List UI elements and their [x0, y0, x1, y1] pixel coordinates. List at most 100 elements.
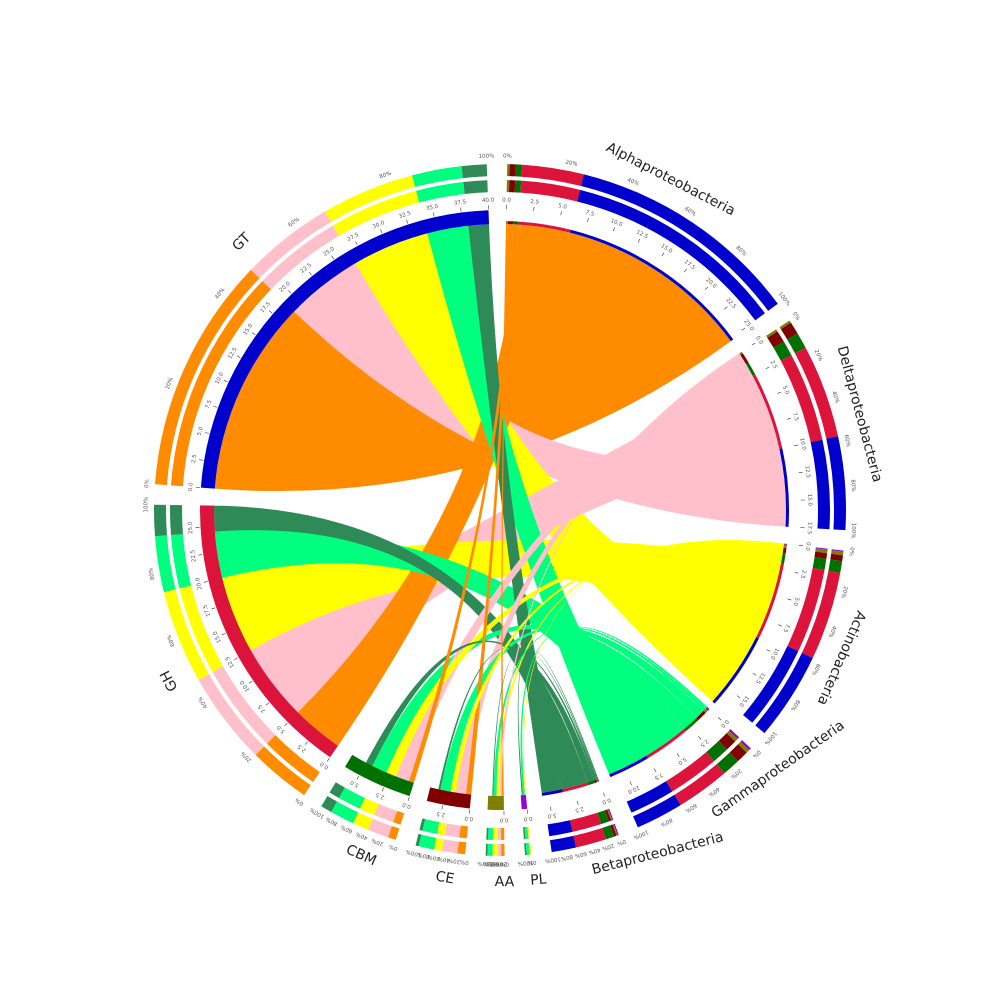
track1-pl-part3: [524, 826, 529, 840]
percent-tick-label: 40%: [198, 695, 210, 709]
percent-tick-label: 80%: [660, 816, 674, 827]
value-tick-label: 10.0: [215, 371, 226, 385]
value-tick: [381, 787, 384, 792]
ribbon-gh-actinobacteria: [222, 539, 782, 651]
value-tick: [308, 271, 312, 276]
percent-tick-label: 100%: [309, 806, 326, 819]
value-tick-label: 20.0: [195, 576, 204, 590]
value-tick: [380, 229, 383, 234]
value-tick: [284, 722, 288, 727]
track2-aa-part4: [485, 843, 488, 856]
value-tick-label: 10.0: [626, 784, 640, 795]
sector-stripe-actinobacteria-gt: [712, 637, 759, 704]
track2-gh-part3: [154, 535, 176, 593]
track2-pl-part4: [524, 843, 527, 856]
track1-gt-part3: [416, 182, 465, 203]
value-tick-label: 5.0: [781, 385, 790, 396]
track2-aa-part3: [487, 843, 493, 856]
percent-tick-label: 100%: [849, 523, 856, 539]
track2-deltaproteobacteria-part2: [780, 322, 798, 340]
value-tick-label: 15.0: [242, 323, 254, 337]
track1-gh-part4: [170, 504, 183, 535]
track1-alphaproteobacteria-part1: [506, 180, 510, 193]
percent-tick-label: 0%: [616, 838, 626, 847]
sector-stripe-deltaproteobacteria-ce: [740, 353, 749, 365]
value-tick-label: 22.5: [724, 297, 737, 311]
percent-tick-label: 0%: [144, 479, 151, 488]
value-tick-label: 5.0: [791, 596, 799, 607]
sector-stripe-betaproteobacteria-gh: [562, 782, 589, 793]
value-tick-label: 0.0: [464, 814, 474, 821]
sector-stripe-alphaproteobacteria-gh: [518, 221, 571, 233]
percent-tick-label: 40%: [491, 860, 503, 866]
percent-tick-label: 100%: [478, 153, 494, 160]
sector-ticks: 0%20%40%60%80%100%0%20%40%60%80%100%0%20…: [143, 153, 856, 866]
sector-arc-aa: [487, 795, 504, 811]
value-tick-label: 40.0: [482, 197, 495, 203]
track1-gammaproteobacteria-part2: [718, 733, 736, 750]
value-tick: [741, 327, 746, 331]
ribbon-gh-alphaproteobacteria: [297, 224, 570, 746]
value-tick: [407, 796, 410, 801]
percent-tick-label: 0%: [294, 796, 305, 806]
track1-gammaproteobacteria-part0: [728, 729, 740, 740]
value-tick: [736, 695, 741, 699]
track1-gt-part1: [262, 225, 340, 290]
track1-gammaproteobacteria-part4: [666, 751, 715, 792]
track2-aa-part2: [492, 843, 498, 856]
value-tick-label: 2.5: [799, 569, 807, 579]
track2-actinobacteria-part3: [828, 559, 843, 574]
percent-tick-label: 80%: [417, 851, 430, 859]
track2-gt-part4: [461, 164, 488, 179]
value-tick: [629, 781, 632, 786]
percent-tick-label: 20%: [371, 837, 385, 847]
percent-tick-label: 60%: [487, 860, 499, 866]
value-tick-label: 0.0: [401, 801, 412, 810]
value-tick-label: 15.0: [806, 494, 812, 507]
track1-betaproteobacteria-part1: [607, 809, 613, 821]
track1-gh-part1: [212, 666, 276, 744]
track1-gh-part0: [266, 735, 320, 782]
track1-gammaproteobacteria-part1: [726, 730, 738, 742]
value-tick: [587, 218, 589, 223]
value-tick: [704, 286, 709, 290]
value-tick-label: 5.0: [349, 778, 360, 788]
sector-arc-gt: [200, 210, 490, 489]
sector-stripe-betaproteobacteria-pl: [597, 778, 600, 782]
value-tick-label: 2.5: [297, 743, 308, 754]
track2-betaproteobacteria-part3: [602, 825, 615, 840]
percent-tick-label: 80%: [483, 860, 495, 866]
chord-ribbons: [213, 224, 786, 796]
track1-ce-part0: [459, 825, 468, 839]
percent-tick-label: 40%: [626, 177, 640, 187]
value-tick: [460, 207, 462, 212]
value-tick-label: 2.5: [769, 360, 779, 371]
percent-tick-label: 20%: [729, 767, 742, 780]
sector-stripe-alphaproteobacteria-cbm: [513, 221, 519, 225]
value-tick-label: 7.5: [782, 623, 791, 634]
percent-tick-label: 20%: [840, 585, 849, 598]
percent-tick-label: 100%: [477, 860, 493, 867]
track2-gammaproteobacteria-part3: [716, 752, 738, 774]
value-tick-label: 25.0: [188, 521, 195, 534]
track2-gammaproteobacteria-part0: [740, 740, 751, 751]
track1-alphaproteobacteria-part5: [577, 189, 765, 321]
percent-tick-label: 0%: [751, 748, 761, 758]
track1-cbm-part4: [329, 782, 345, 799]
track2-cbm-part4: [321, 795, 338, 813]
value-tick: [221, 633, 226, 636]
percent-tick-label: 20%: [813, 349, 824, 363]
ribbon-gt-betaproteobacteria: [468, 224, 563, 793]
value-tick: [223, 380, 228, 383]
percent-tick-label: 60%: [684, 802, 698, 814]
track2-cbm-part1: [368, 818, 392, 838]
percent-tick-label: 100%: [405, 848, 422, 858]
track1-gh-part2: [179, 585, 223, 672]
percent-tick-label: 40%: [437, 855, 450, 863]
value-tick-label: 10.0: [798, 437, 807, 451]
track2-gammaproteobacteria-part4: [674, 764, 725, 806]
percent-tick-label: 80%: [325, 815, 339, 826]
track1-gammaproteobacteria-part3: [706, 740, 727, 762]
sector-stripe-betaproteobacteria-cbm: [587, 780, 596, 786]
track2-actinobacteria-part5: [755, 652, 813, 734]
